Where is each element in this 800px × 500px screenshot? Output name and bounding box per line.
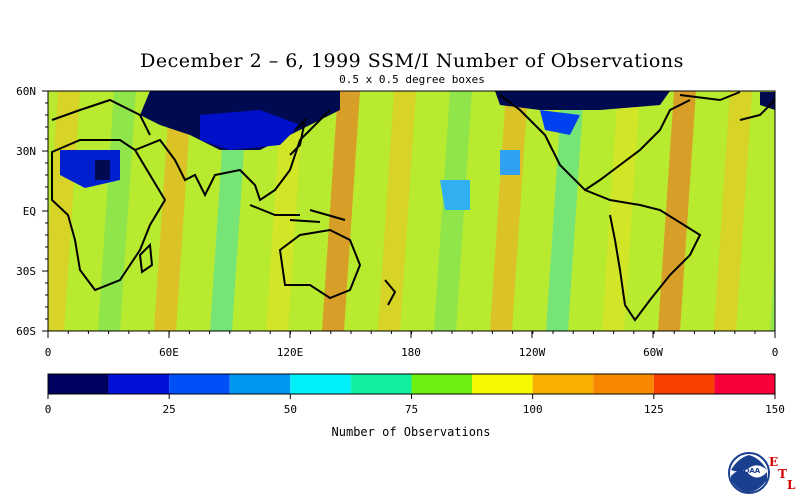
noaa-logo-icon: NOAA: [728, 452, 770, 494]
observation-field: [48, 91, 775, 331]
lon-label-6: 0: [772, 346, 779, 359]
colorbar-tick-label-5: 125: [644, 403, 664, 416]
colorbar: [47, 373, 776, 395]
colorbar-swatch-7: [472, 374, 533, 394]
page-subtitle: 0.5 x 0.5 degree boxes: [339, 73, 485, 86]
lat-label-0: 60N: [16, 85, 36, 98]
colorbar-ticks: 0 25 50 75 100 125 150: [45, 394, 785, 416]
colorbar-swatch-1: [108, 374, 170, 394]
lat-label-1: 30N: [16, 145, 36, 158]
colorbar-swatch-11: [714, 374, 775, 394]
lon-label-2: 120E: [277, 346, 304, 359]
colorbar-swatch-5: [350, 374, 412, 394]
colorbar-swatch-8: [532, 374, 594, 394]
colorbar-tick-label-2: 50: [284, 403, 297, 416]
lat-label-4: 60S: [16, 325, 36, 338]
lat-label-2: EQ: [23, 205, 36, 218]
etl-letter-e: E: [769, 455, 779, 469]
colorbar-swatch-2: [169, 374, 230, 394]
lon-label-5: 60W: [643, 346, 663, 359]
colorbar-tick-label-6: 150: [765, 403, 785, 416]
colorbar-swatch-0: [48, 374, 109, 394]
etl-letter-t: T: [778, 467, 787, 481]
page-title: December 2 – 6, 1999 SSM/I Number of Obs…: [140, 50, 684, 72]
colorbar-label: Number of Observations: [332, 425, 491, 439]
colorbar-tick-label-1: 25: [163, 403, 176, 416]
latitude-axis: 60N 30N EQ 30S 60S: [16, 85, 48, 338]
longitude-axis: 0 60E 120E 180 120W 60W 0: [45, 331, 779, 359]
colorbar-tick-label-4: 100: [523, 403, 543, 416]
lon-label-1: 60E: [159, 346, 179, 359]
colorbar-tick-label-3: 75: [405, 403, 418, 416]
coastlines: [51, 91, 775, 322]
lon-label-0: 0: [45, 346, 52, 359]
colorbar-swatch-3: [229, 374, 291, 394]
colorbar-swatch-9: [593, 374, 654, 394]
noaa-logo-text: NOAA: [738, 467, 761, 475]
colorbar-tick-label-0: 0: [45, 403, 52, 416]
colorbar-swatch-6: [411, 374, 473, 394]
lat-label-3: 30S: [16, 265, 36, 278]
lon-label-4: 120W: [519, 346, 546, 359]
etl-letter-l: L: [787, 478, 796, 492]
lon-label-3: 180: [401, 346, 421, 359]
colorbar-swatch-4: [290, 374, 351, 394]
colorbar-swatch-10: [653, 374, 715, 394]
